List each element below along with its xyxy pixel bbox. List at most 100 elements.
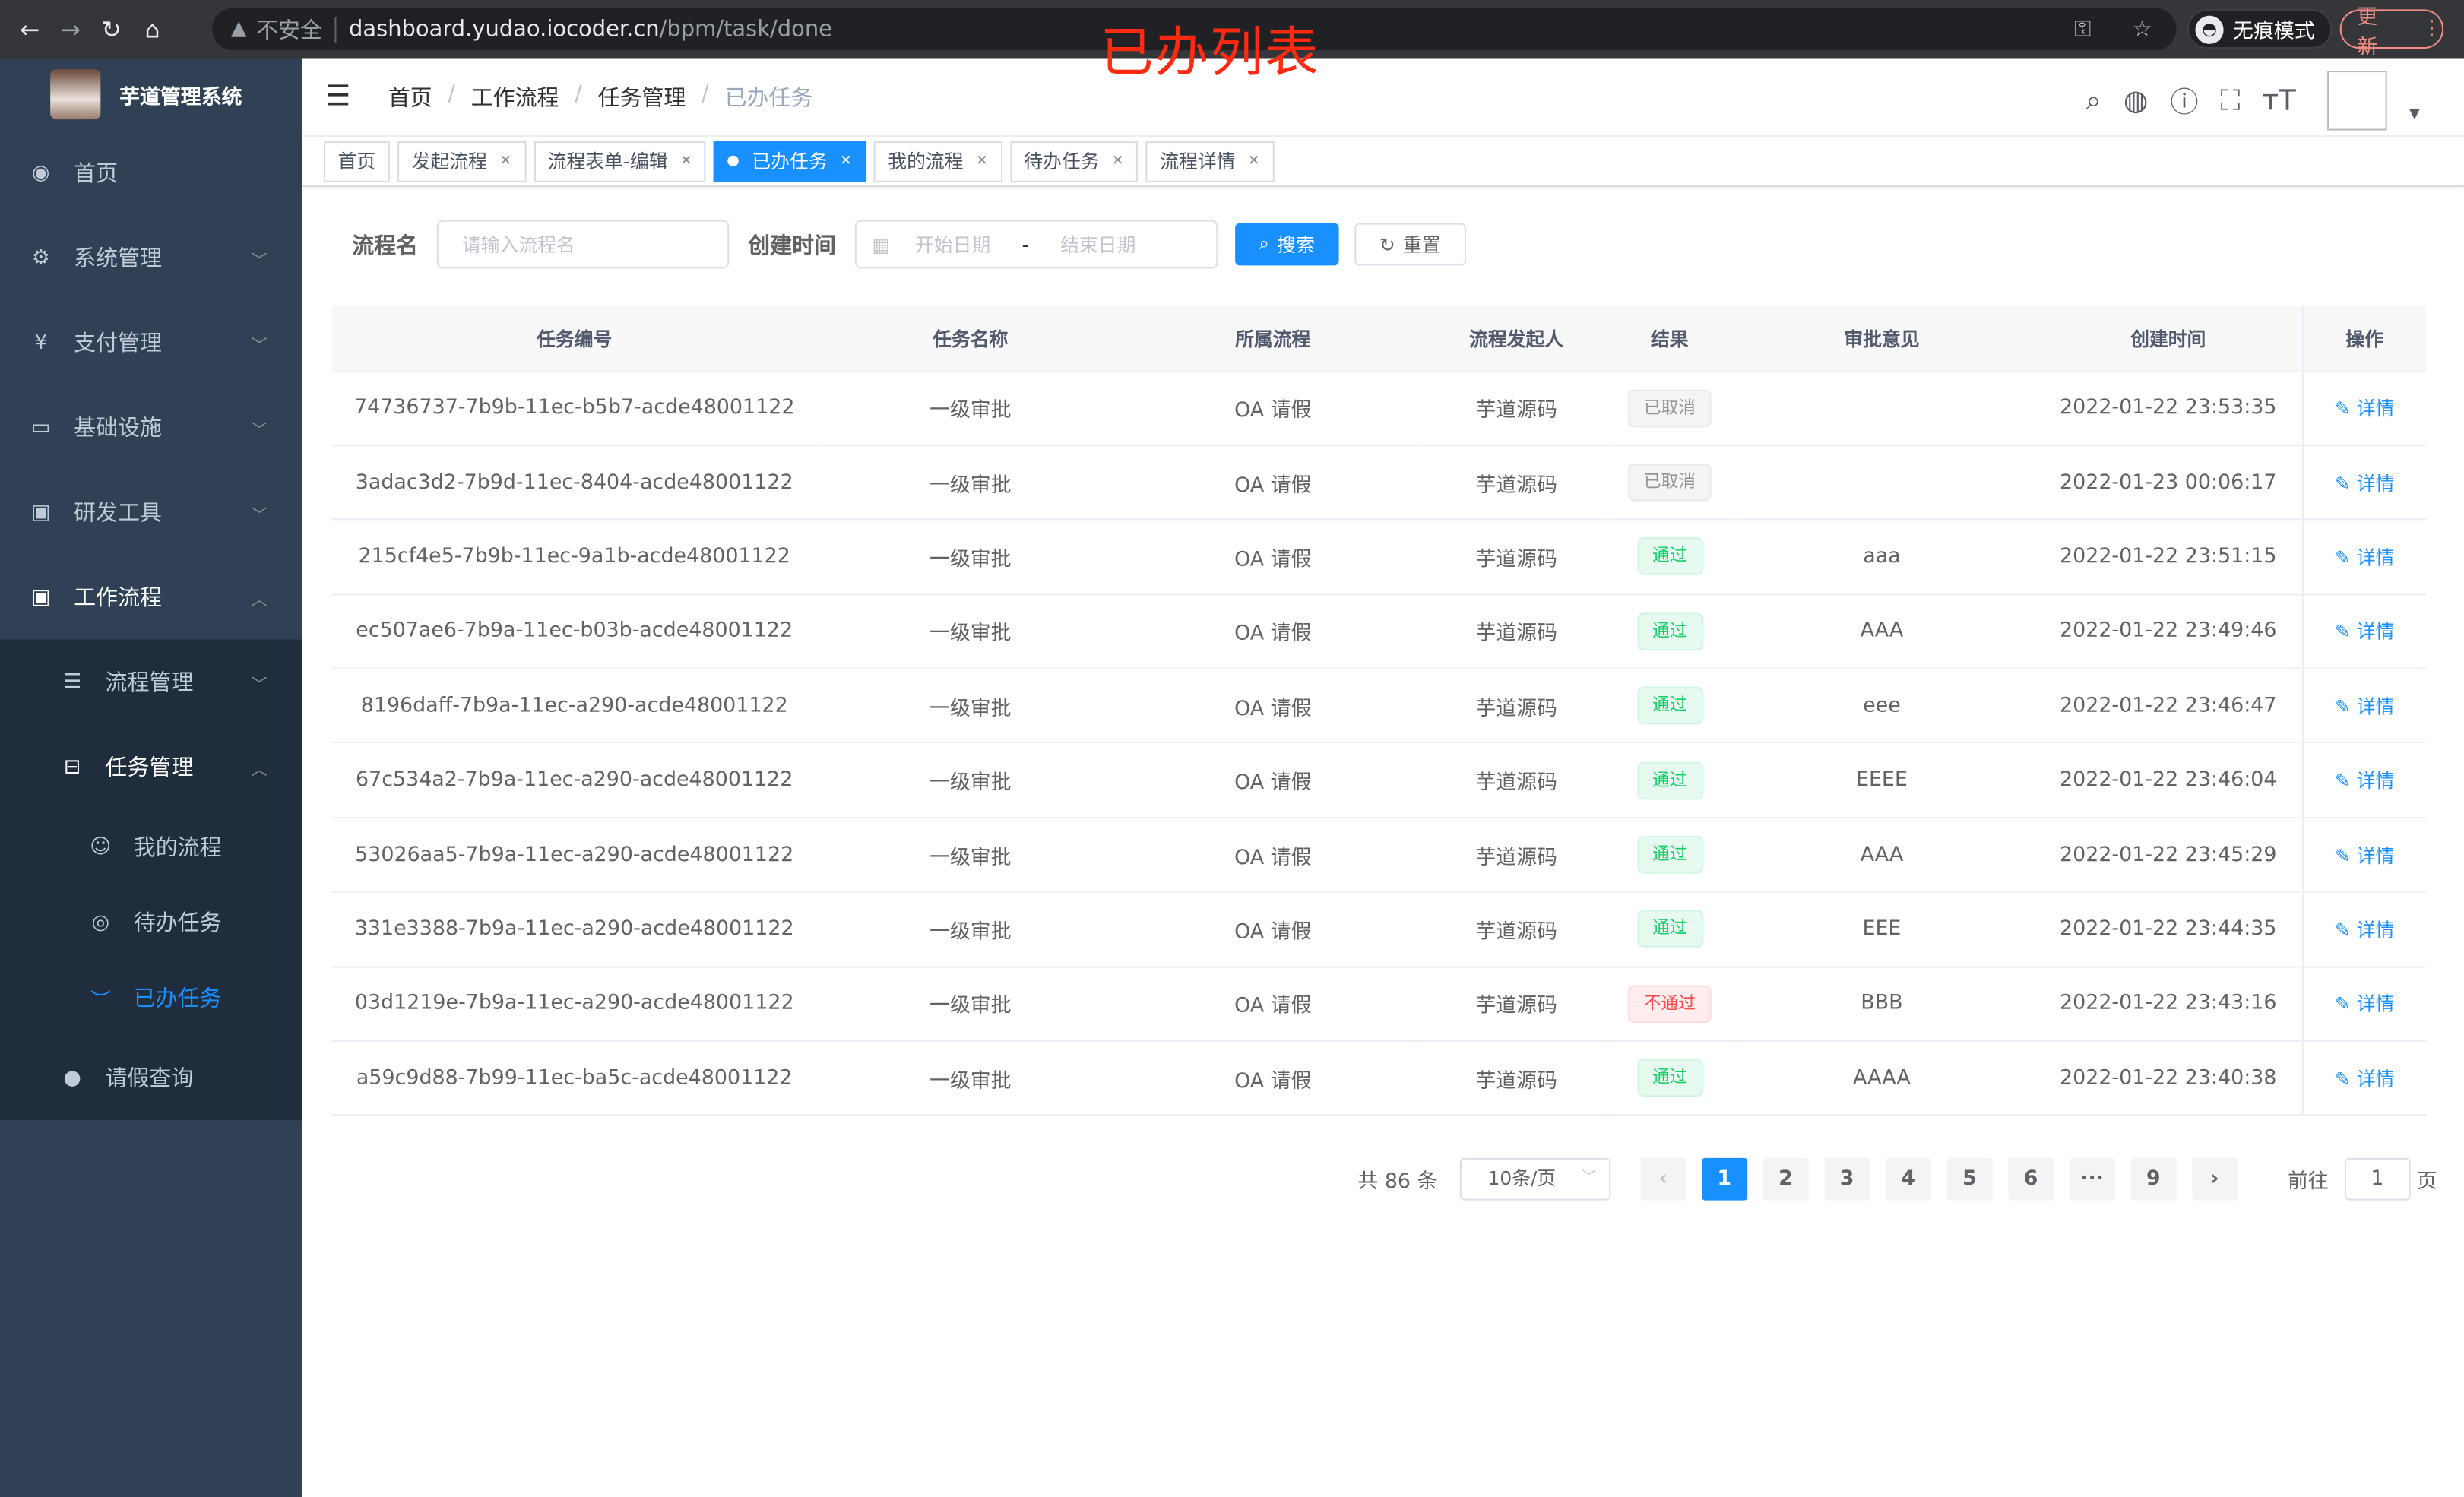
reload-icon[interactable]: ↻ [101, 14, 122, 43]
start-date[interactable]: 开始日期 [915, 234, 991, 257]
breadcrumb-item[interactable]: 首页 [388, 85, 432, 111]
page-button[interactable]: 5 [1946, 1157, 1993, 1201]
font-size-icon[interactable]: ᴛT [2262, 84, 2296, 118]
table-cell: AAA [1728, 593, 2035, 669]
detail-button[interactable]: ✎ 详情 [2335, 770, 2394, 792]
table-cell: OA 请假 [1123, 668, 1423, 744]
process-name-input[interactable]: 请输入流程名 [436, 220, 730, 269]
gear-icon: ⚙ [31, 245, 50, 270]
sidebar-item-process-manage[interactable]: ☰ 流程管理 ﹀ [0, 640, 302, 725]
sidebar-item-task-manage[interactable]: ⊟ 任务管理 ︿ [0, 724, 302, 809]
prev-page-button[interactable]: ‹ [1640, 1157, 1686, 1201]
table-cell: 74736737-7b9b-11ec-b5b7-acde48001122 [331, 370, 818, 446]
search-icon[interactable]: ⌕ [2086, 84, 2101, 118]
sidebar-item-my-process[interactable]: ☺ 我的流程 [0, 809, 302, 885]
detail-label: 详情 [2356, 993, 2395, 1016]
more-icon[interactable]: ⋮ [2421, 17, 2443, 41]
breadcrumb-item[interactable]: 任务管理 [597, 85, 686, 111]
detail-button[interactable]: ✎ 详情 [2335, 472, 2394, 494]
tab-home[interactable]: 首页 [323, 141, 390, 182]
tab-process-detail[interactable]: 流程详情 ✕ [1145, 141, 1275, 182]
detail-button[interactable]: ✎ 详情 [2335, 844, 2394, 866]
column-header: 审批意见 [1728, 306, 2035, 372]
page-button[interactable]: 6 [2008, 1157, 2054, 1201]
eye-closed-icon: ︶ [90, 989, 111, 1013]
tab-form-edit[interactable]: 流程表单-编辑 ✕ [534, 141, 707, 182]
page-button[interactable]: 4 [1885, 1157, 1931, 1201]
page-button[interactable]: 3 [1824, 1157, 1870, 1201]
page-button[interactable]: ··· [2069, 1157, 2115, 1201]
hamburger-icon[interactable]: ☰ [325, 80, 351, 113]
detail-button[interactable]: ✎ 详情 [2335, 621, 2394, 643]
sidebar-item-label: 我的流程 [133, 835, 222, 862]
result-badge: 通过 [1636, 1059, 1703, 1097]
caret-down-icon[interactable]: ▼ [2409, 106, 2421, 123]
tab-start-process[interactable]: 发起流程 ✕ [397, 141, 526, 182]
page-size-select[interactable]: 10条/页 ﹀ [1459, 1157, 1610, 1201]
detail-button[interactable]: ✎ 详情 [2335, 993, 2394, 1015]
date-range-picker[interactable]: ▦ 开始日期 - 结束日期 [854, 220, 1218, 269]
tab-my-process[interactable]: 我的流程 ✕ [873, 141, 1002, 182]
table-cell: 一级审批 [817, 966, 1124, 1042]
tab-done-tasks[interactable]: 已办任务 ✕ [714, 141, 866, 182]
address-bar[interactable]: ▲ 不安全 dashboard.yudao.iocoder.cn/bpm/tas… [212, 8, 2177, 51]
close-icon[interactable]: ✕ [1112, 153, 1124, 169]
incognito-badge[interactable]: ◓ 无痕模式 [2187, 9, 2333, 49]
incognito-icon: ◓ [2195, 14, 2224, 43]
breadcrumb-item[interactable]: 工作流程 [470, 85, 559, 111]
forward-icon[interactable]: → [61, 14, 81, 43]
table-cell: AAAA [1728, 1040, 2035, 1116]
detail-button[interactable]: ✎ 详情 [2335, 397, 2394, 419]
table-cell: 53026aa5-7b9a-11ec-a290-acde48001122 [331, 817, 818, 893]
table-cell: ✎ 详情 [2301, 519, 2427, 595]
table-cell: 2022-01-22 23:53:35 [2035, 370, 2303, 446]
sidebar-item-workflow[interactable]: ▣ 工作流程 ︿ [0, 555, 302, 640]
sidebar-item-system[interactable]: ⚙ 系统管理 ﹀ [0, 215, 302, 300]
sidebar-item-done[interactable]: ︶ 已办任务 [0, 960, 302, 1035]
close-icon[interactable]: ✕ [1248, 153, 1260, 169]
reset-button[interactable]: ↻ 重置 [1354, 223, 1466, 266]
navbar: ☰ 首页 / 工作流程 / 任务管理 / 已办任务 ⌕ ◍ ⓘ ⛶ ᴛT ▼ [301, 59, 2464, 137]
close-icon[interactable]: ✕ [840, 153, 852, 169]
close-icon[interactable]: ✕ [499, 153, 512, 169]
sidebar-logo[interactable]: 芋道管理系统 [0, 59, 302, 131]
key-icon[interactable]: ⚿ [2074, 16, 2092, 42]
column-header: 创建时间 [2035, 306, 2303, 372]
back-icon[interactable]: ← [20, 14, 40, 43]
github-icon[interactable]: ◍ [2123, 84, 2149, 118]
fullscreen-icon[interactable]: ⛶ [2220, 84, 2241, 118]
star-icon[interactable]: ☆ [2132, 16, 2152, 42]
table-row: 53026aa5-7b9a-11ec-a290-acde48001122 一级审批… [331, 817, 2427, 893]
detail-button[interactable]: ✎ 详情 [2335, 695, 2394, 717]
detail-button[interactable]: ✎ 详情 [2335, 1068, 2394, 1090]
sidebar-item-infra[interactable]: ▭ 基础设施 ﹀ [0, 385, 302, 470]
result-badge: 通过 [1636, 910, 1703, 948]
table-cell: 芋道源码 [1422, 445, 1611, 521]
detail-button[interactable]: ✎ 详情 [2335, 919, 2394, 941]
update-button[interactable]: 更新 ⋮ [2339, 5, 2444, 59]
sidebar-item-leave[interactable]: ● 请假查询 [0, 1036, 302, 1121]
table-cell: 一级审批 [817, 817, 1124, 893]
page-button[interactable]: 9 [2130, 1157, 2177, 1201]
tab-label: 首页 [337, 150, 376, 173]
next-page-button[interactable]: › [2191, 1157, 2238, 1201]
avatar[interactable] [2327, 71, 2387, 131]
goto-page-input[interactable]: 1 [2344, 1157, 2411, 1201]
detail-button[interactable]: ✎ 详情 [2335, 546, 2394, 568]
close-icon[interactable]: ✕ [976, 153, 988, 169]
help-icon[interactable]: ⓘ [2170, 86, 2199, 120]
end-date[interactable]: 结束日期 [1060, 234, 1136, 257]
page-button[interactable]: 1 [1701, 1157, 1747, 1201]
sidebar-item-devtools[interactable]: ▣ 研发工具 ﹀ [0, 470, 302, 555]
sidebar-item-pay[interactable]: ¥ 支付管理 ﹀ [0, 300, 302, 385]
page-button[interactable]: 2 [1762, 1157, 1809, 1201]
page-size-value: 10条/页 [1487, 1167, 1557, 1190]
sidebar-item-todo[interactable]: ◎ 待办任务 [0, 885, 302, 960]
table-cell: 已取消 [1610, 370, 1729, 446]
tab-todo[interactable]: 待办任务 ✕ [1009, 141, 1139, 182]
home-icon[interactable]: ⌂ [144, 14, 160, 43]
close-icon[interactable]: ✕ [680, 153, 692, 169]
table-cell: 通过 [1610, 817, 1729, 893]
sidebar-item-home[interactable]: ◉ 首页 [0, 131, 302, 216]
search-button[interactable]: ⌕ 搜索 [1235, 223, 1339, 266]
